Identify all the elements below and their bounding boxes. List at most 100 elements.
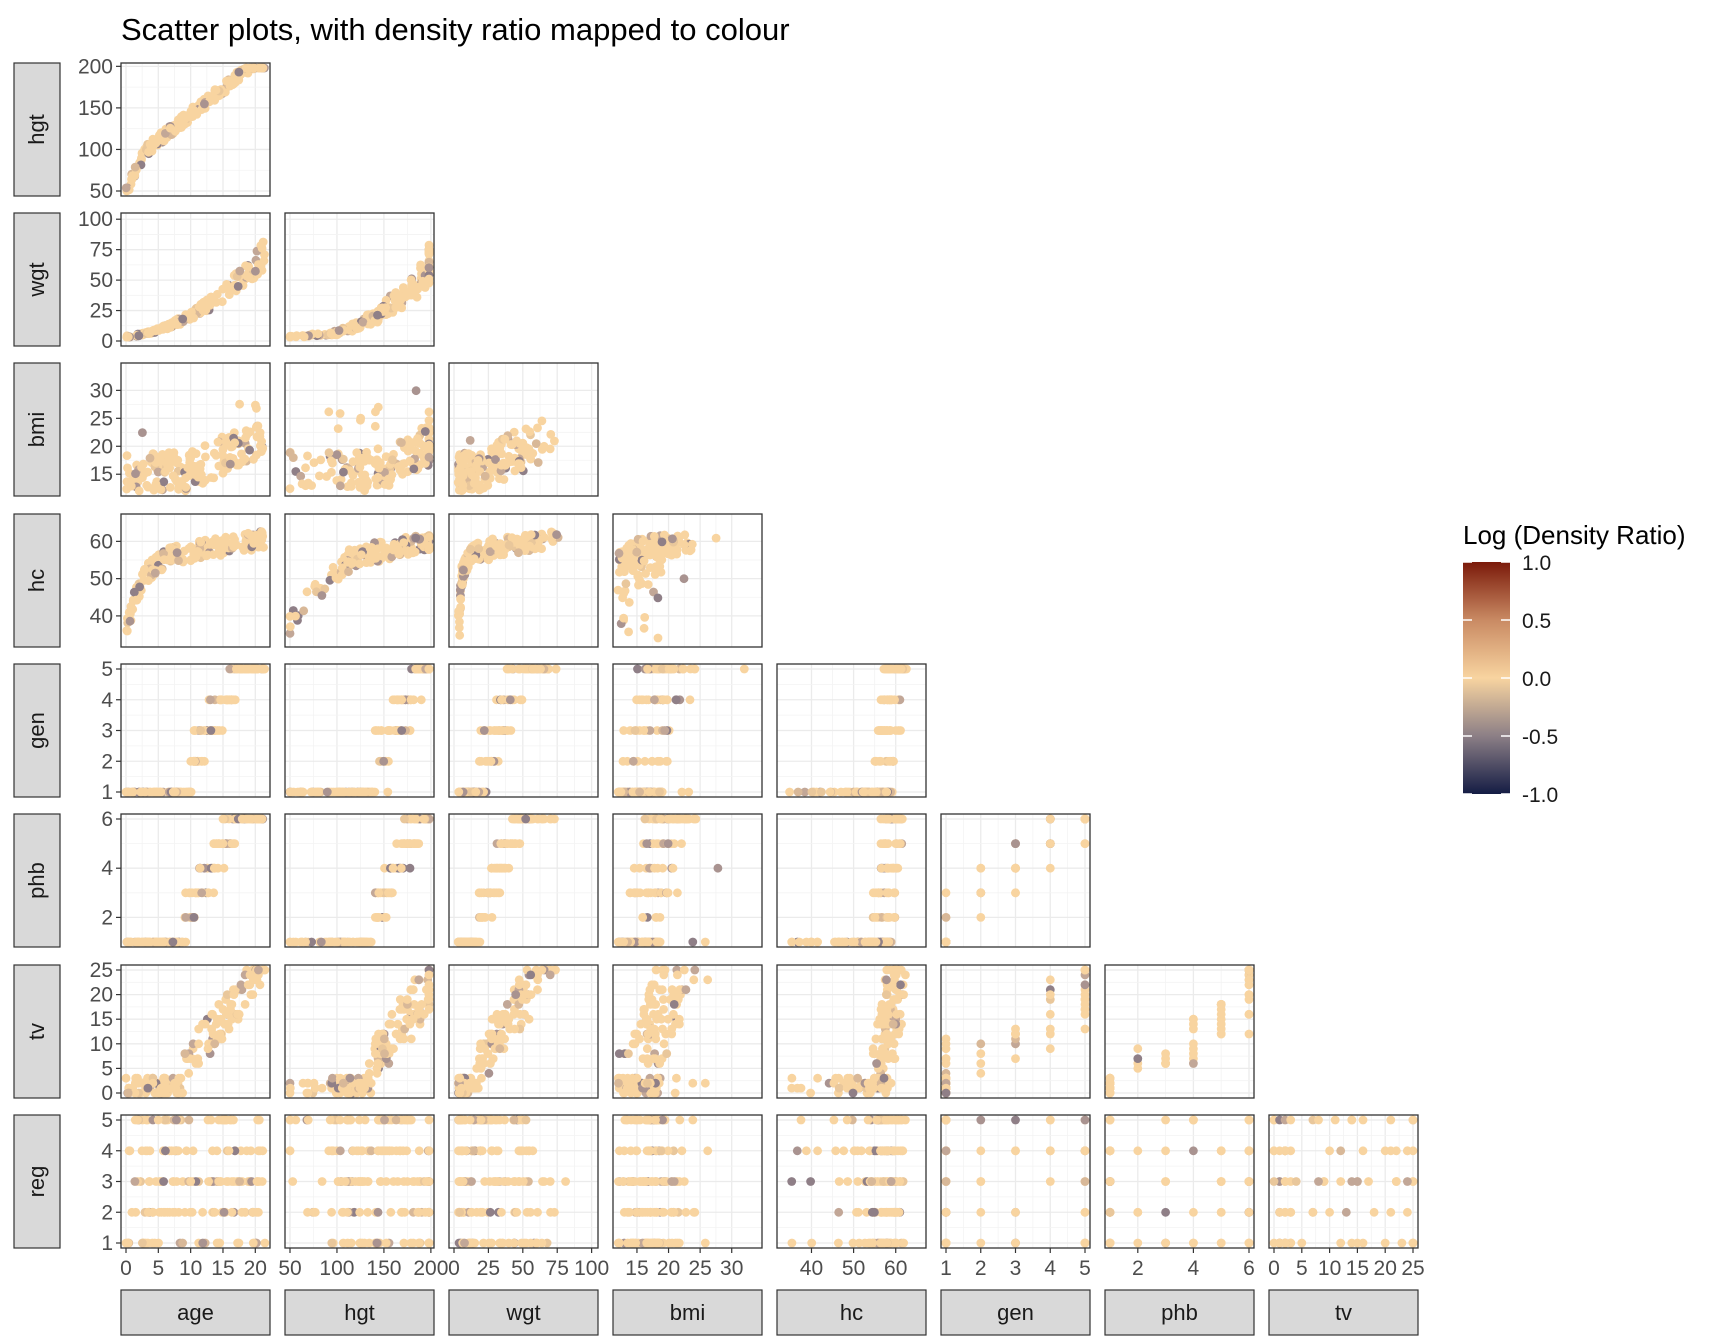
data-point (660, 726, 670, 735)
data-point (174, 556, 183, 565)
data-point (834, 937, 844, 947)
data-point (533, 423, 542, 433)
data-point (456, 602, 465, 612)
data-point (172, 548, 182, 557)
points-bmi-vs-hgt (285, 386, 434, 495)
data-point (285, 448, 295, 458)
data-point (881, 839, 891, 848)
data-point (240, 454, 250, 464)
data-point (469, 478, 479, 488)
data-point (486, 756, 496, 766)
data-point (131, 469, 140, 479)
data-point (335, 787, 345, 797)
data-point (244, 262, 254, 272)
data-point (674, 1014, 684, 1024)
data-point (230, 438, 240, 448)
scatter-panel-tv-vs-age (120, 964, 271, 1099)
data-point (650, 1029, 660, 1039)
data-point (358, 454, 367, 464)
strip-hgt: hgt (13, 62, 61, 197)
y-tick-label: 10 (90, 1033, 113, 1056)
data-point (638, 537, 648, 546)
data-point (650, 1054, 660, 1063)
data-point (477, 1073, 486, 1083)
data-point (386, 475, 395, 484)
data-point (196, 537, 206, 547)
data-point (458, 485, 468, 495)
data-point (209, 448, 219, 458)
data-point (229, 542, 239, 551)
data-point (370, 421, 380, 431)
data-point (328, 1073, 337, 1083)
data-point (896, 965, 906, 975)
data-point (123, 937, 132, 947)
data-point (454, 623, 464, 633)
data-point (225, 78, 235, 88)
strip-tv: tv (13, 964, 61, 1099)
data-point (458, 580, 467, 589)
data-point (211, 85, 221, 95)
data-point (134, 486, 144, 496)
data-point (630, 726, 640, 735)
data-point (424, 407, 434, 417)
data-point (893, 814, 902, 824)
data-point (226, 1005, 235, 1014)
y-tick-label: 60 (90, 530, 113, 553)
data-point (1045, 814, 1055, 824)
strip-phb: phb (13, 813, 61, 948)
data-point (497, 695, 506, 705)
data-point (882, 975, 891, 985)
data-point (825, 787, 835, 797)
data-point (657, 537, 667, 547)
data-point (550, 436, 559, 446)
data-point (419, 441, 428, 451)
data-point (658, 1024, 667, 1034)
data-point (410, 814, 420, 824)
scatter-panel-tv-vs-bmi (612, 964, 763, 1099)
data-point (867, 787, 877, 797)
data-point (853, 1073, 862, 1083)
data-point (285, 1083, 295, 1093)
data-point (673, 888, 682, 898)
data-point (233, 282, 243, 291)
data-point (491, 455, 500, 464)
data-point (889, 863, 898, 873)
panel-border (448, 362, 599, 497)
data-point (370, 459, 380, 469)
data-point (505, 664, 514, 674)
data-point (216, 538, 226, 547)
data-point (456, 595, 466, 604)
data-point (358, 317, 368, 327)
data-point (335, 409, 345, 418)
data-point (245, 445, 255, 455)
data-point (703, 975, 713, 985)
data-point (941, 913, 951, 922)
data-point (493, 726, 503, 735)
data-point (614, 1078, 623, 1088)
data-point (615, 787, 625, 797)
data-point (510, 839, 520, 848)
data-point (221, 1019, 231, 1029)
data-point (659, 995, 668, 1004)
data-point (165, 543, 175, 553)
data-point (189, 913, 199, 922)
data-point (785, 787, 794, 797)
data-point (181, 482, 191, 492)
data-point (424, 664, 434, 674)
data-point (157, 322, 167, 332)
data-point (1080, 814, 1090, 824)
data-point (834, 1083, 844, 1093)
data-point (367, 787, 376, 797)
y-tick-label: 15 (90, 1008, 113, 1031)
data-point (976, 1039, 986, 1049)
data-point (871, 1034, 881, 1044)
data-point (254, 965, 263, 975)
data-point (643, 664, 652, 674)
data-point (843, 1073, 853, 1083)
data-point (253, 664, 263, 674)
data-point (355, 559, 365, 569)
data-point (894, 839, 904, 848)
data-point (373, 310, 382, 320)
data-point (125, 609, 135, 619)
